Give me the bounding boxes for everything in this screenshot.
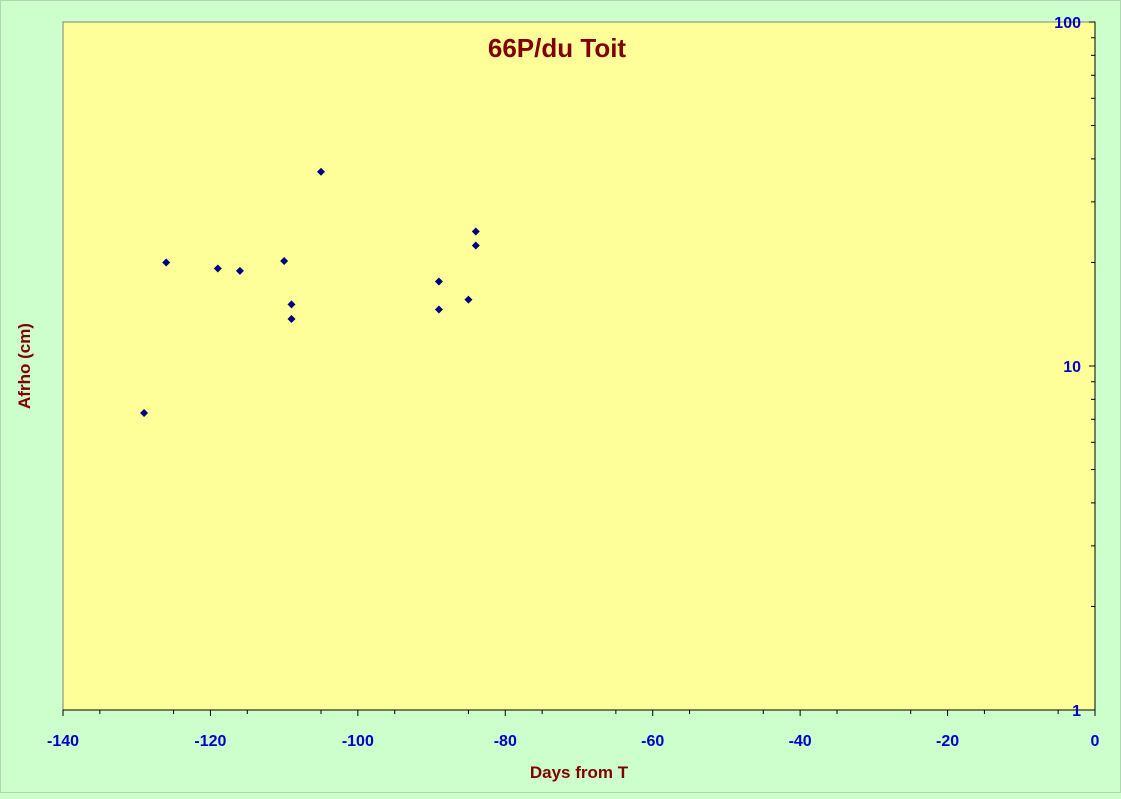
data-point-marker bbox=[464, 295, 473, 304]
x-tick-label: -60 bbox=[641, 733, 664, 750]
x-tick-label: -140 bbox=[47, 733, 79, 750]
data-points bbox=[140, 167, 480, 418]
data-point-marker bbox=[162, 258, 171, 267]
axis-ticks bbox=[62, 21, 1096, 716]
plot-area bbox=[62, 21, 1096, 711]
x-tick-label: -20 bbox=[936, 733, 959, 750]
y-tick-label: 10 bbox=[1063, 359, 1081, 376]
data-point-marker bbox=[140, 409, 149, 418]
data-point-marker bbox=[471, 227, 480, 236]
data-point-marker bbox=[213, 264, 222, 273]
data-point-marker bbox=[235, 266, 244, 275]
data-point-marker bbox=[287, 300, 296, 309]
data-point-marker bbox=[317, 167, 325, 176]
data-point-marker bbox=[471, 241, 480, 250]
x-tick-label: -100 bbox=[342, 733, 374, 750]
y-tick-label: 1 bbox=[1072, 703, 1081, 720]
chart-title: 66P/du Toit bbox=[488, 33, 627, 63]
y-axis-label: Afrho (cm) bbox=[15, 323, 34, 409]
x-tick-label: -80 bbox=[494, 733, 517, 750]
y-tick-label: 100 bbox=[1054, 15, 1081, 32]
data-point-marker bbox=[434, 305, 443, 314]
x-axis-label: Days from T bbox=[530, 763, 629, 782]
x-tick-label: -120 bbox=[194, 733, 226, 750]
x-tick-label: -40 bbox=[789, 733, 812, 750]
axis-tick-labels: -140 -120 -100 -80 -60 -40 -20 01 10 100 bbox=[47, 15, 1100, 750]
data-point-marker bbox=[434, 277, 443, 286]
data-point-marker bbox=[287, 314, 296, 323]
data-point-marker bbox=[280, 256, 289, 265]
x-tick-label: 0 bbox=[1091, 733, 1100, 750]
